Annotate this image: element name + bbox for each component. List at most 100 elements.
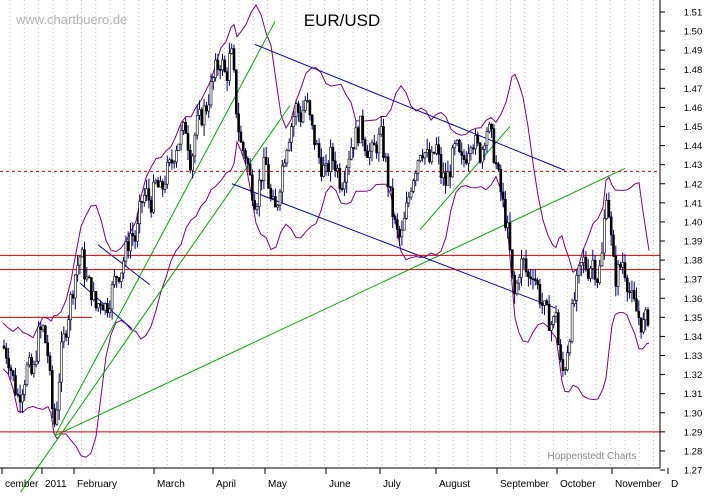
candle-body	[550, 324, 553, 331]
candle-body	[149, 199, 153, 213]
candle-body	[131, 233, 135, 237]
candle-body	[246, 158, 250, 165]
candle-body	[317, 143, 321, 158]
candle-body	[637, 310, 641, 319]
candle-body	[78, 256, 82, 266]
candle-body	[44, 325, 47, 344]
candle-body	[184, 121, 187, 134]
candle-body	[439, 154, 443, 178]
y-tick-label: 1.47	[684, 84, 703, 95]
candle-body	[476, 135, 480, 144]
candle-body	[30, 357, 33, 374]
candle-body	[384, 156, 388, 159]
candle-body	[55, 409, 59, 425]
candle-body	[299, 112, 303, 123]
candle-body	[536, 280, 539, 285]
y-tick-label: 1.33	[684, 351, 703, 362]
candle-body	[591, 259, 595, 269]
candle-body	[635, 298, 638, 312]
y-axis: 1.27 1.28 1.29 1.30 1.31 1.32 1.33 1.34 1.35 1.36…	[660, 8, 702, 477]
candle-body	[69, 294, 72, 320]
candle-body	[274, 196, 277, 208]
y-tick-label: 1.37	[684, 275, 703, 286]
candle-body	[320, 157, 323, 177]
candle-body	[522, 258, 526, 261]
candle-body	[336, 168, 339, 171]
candle-body	[315, 143, 319, 146]
candle-body	[506, 222, 510, 228]
candle-body	[310, 114, 314, 126]
candle-body	[529, 276, 533, 280]
candle-body	[262, 157, 266, 181]
candle-body	[2, 345, 6, 349]
x-tick-label: 2011	[45, 479, 67, 490]
candle-body	[193, 134, 197, 157]
candle-body	[7, 357, 10, 369]
candle-body	[361, 115, 365, 140]
candle-body	[485, 131, 489, 146]
candle-body	[354, 127, 358, 150]
bollinger-bands	[2, 4, 650, 458]
candle-body	[570, 303, 574, 342]
candle-body	[345, 167, 349, 183]
candle-body	[425, 149, 429, 154]
candle-body	[630, 290, 634, 293]
candle-body	[416, 160, 420, 174]
candle-body	[18, 395, 22, 403]
candle-body	[182, 121, 185, 131]
candle-body	[625, 277, 629, 292]
candle-body	[23, 384, 27, 395]
candle-body	[21, 394, 24, 403]
candle-body	[573, 300, 576, 304]
candle-body	[589, 267, 592, 279]
candle-body	[37, 326, 40, 362]
candle-body	[205, 105, 208, 112]
candle-body	[99, 303, 102, 306]
candle-body	[94, 291, 98, 309]
candle-body	[464, 159, 468, 164]
y-tick-label: 1.34	[684, 332, 703, 343]
candle-body	[605, 199, 608, 219]
candle-body	[584, 256, 588, 270]
y-tick-label: 1.29	[684, 427, 703, 438]
y-tick-label: 1.42	[684, 179, 703, 190]
candle-body	[547, 303, 551, 331]
candle-body	[163, 183, 167, 190]
candle-body	[458, 139, 461, 152]
candle-body	[306, 100, 309, 102]
candle-body	[179, 130, 183, 145]
candle-body	[110, 284, 114, 310]
candle-body	[97, 303, 100, 309]
candle-body	[124, 241, 128, 262]
candle-body	[561, 359, 565, 372]
candle-body	[154, 180, 158, 183]
y-tick-label: 1.27	[684, 466, 703, 477]
candle-body	[471, 147, 475, 150]
candle-body	[129, 233, 132, 252]
candle-body	[409, 191, 413, 198]
candle-body	[356, 127, 360, 144]
candle-body	[67, 319, 70, 338]
candle-body	[297, 103, 300, 114]
candle-body	[212, 77, 215, 82]
candle-body	[207, 104, 210, 112]
candle-body	[232, 48, 236, 71]
y-tick-label: 1.45	[684, 122, 703, 133]
candle-body	[329, 147, 332, 172]
candle-body	[41, 325, 45, 331]
candle-body	[492, 128, 496, 163]
candle-body	[432, 151, 436, 154]
candle-body	[490, 123, 493, 129]
candle-body	[145, 188, 148, 196]
candle-body	[218, 69, 222, 71]
candle-body	[264, 157, 268, 165]
candle-body	[225, 71, 229, 82]
candle-body	[520, 258, 523, 278]
candle-body	[294, 103, 298, 118]
candle-body	[582, 256, 585, 263]
y-tick-label: 1.39	[684, 237, 703, 248]
candle-body	[244, 150, 247, 159]
candle-body	[577, 265, 581, 276]
candle-body	[481, 149, 484, 163]
candle-body	[446, 171, 450, 186]
